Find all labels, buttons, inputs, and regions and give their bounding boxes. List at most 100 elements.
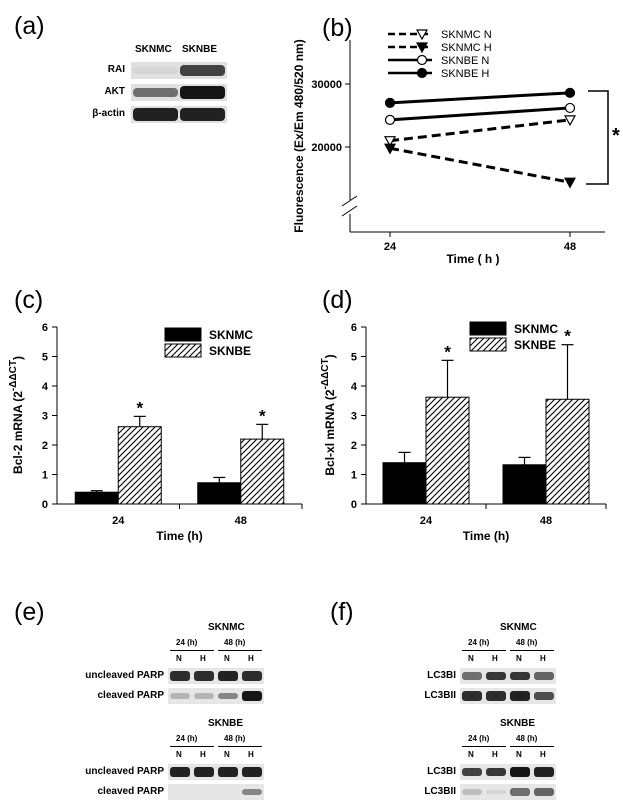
e-band	[218, 692, 238, 700]
f-band	[510, 767, 530, 777]
d-ylabel: Bcl-xl mRNA (2-ΔΔCT)	[320, 354, 337, 475]
e-title-sknmc: SKNMC	[208, 622, 245, 633]
d-sig-star: *	[444, 342, 451, 361]
e-timepoint-rule	[218, 650, 262, 651]
blot-a: SKNMC SKNBE RAI AKT β-actin	[75, 40, 235, 130]
f-timepoint-rule	[510, 746, 554, 747]
d-ylabel-sup: -ΔΔCT	[320, 358, 331, 389]
f-row-label: LC3BII	[424, 786, 456, 797]
b-point	[564, 87, 576, 98]
d-ytick-label: 6	[351, 322, 357, 334]
f-timepoint-rule	[462, 746, 506, 747]
e-lane-label: H	[200, 654, 206, 663]
c-ytick-label: 1	[42, 470, 48, 482]
c-ytick-label: 4	[42, 381, 49, 393]
f-row-label: LC3BI	[427, 766, 456, 777]
d-xtick-label: 48	[540, 515, 552, 527]
d-legend-swatch	[469, 337, 507, 352]
e-band	[170, 767, 190, 777]
c-ylabel: Bcl-2 mRNA (2-ΔΔCT)	[8, 356, 25, 474]
c-ylabel-main: Bcl-2 mRNA (2	[11, 391, 25, 474]
b-series-sknbe-h: SKNBE H	[384, 67, 576, 109]
b-series-line	[389, 118, 571, 143]
e-row-label: uncleaved PARP	[85, 766, 164, 777]
f-lane-label: H	[492, 654, 498, 663]
a-col-sknmc: SKNMC	[135, 44, 172, 55]
c-bar-sknbe-24	[117, 426, 162, 505]
e-band	[194, 693, 214, 699]
d-panel-label: (d)	[322, 286, 353, 314]
f-lane-label: N	[516, 654, 522, 663]
c-legend-swatch	[164, 343, 202, 358]
c-sig-star: *	[259, 406, 266, 425]
b-point	[383, 143, 397, 155]
f-strip	[460, 668, 556, 684]
f-lane-label: N	[468, 654, 474, 663]
b-ytick-label: 30000	[311, 79, 342, 91]
f-band	[510, 691, 530, 701]
d-legend-label: SKNMC	[514, 322, 558, 336]
b-legend-label: SKNMC N	[441, 29, 492, 41]
b-point	[383, 136, 397, 147]
a-band-AKT-1	[180, 86, 225, 99]
b-legend-label: SKNBE H	[441, 68, 489, 80]
b-ytick-label: 20000	[311, 142, 342, 154]
e-timepoint-rule	[218, 746, 262, 747]
b-legend-marker	[415, 29, 429, 41]
d-ytick-label: 0	[351, 499, 357, 511]
d-ytick-label: 1	[351, 470, 357, 482]
f-lane-label: H	[540, 750, 546, 759]
c-bar-sknbe-48	[240, 438, 285, 505]
panel-b-label: (b)	[322, 14, 353, 42]
e-timepoint: 48 (h)	[224, 638, 246, 647]
c-ytick-label: 6	[42, 322, 48, 334]
f-timepoint: 48 (h)	[516, 734, 538, 743]
b-legend-label: SKNMC H	[441, 42, 492, 54]
c-ytick-label: 3	[42, 411, 48, 423]
a-band-RAI-1	[180, 64, 225, 77]
e-title-sknbe: SKNBE	[208, 718, 244, 729]
d-xtick-label: 24	[420, 515, 433, 527]
e-band	[242, 767, 262, 777]
c-legend-label: SKNBE	[209, 344, 251, 358]
f-band	[486, 767, 506, 777]
e-strip	[168, 764, 264, 780]
e-row-label: cleaved PARP	[97, 690, 164, 701]
e-lane-label: H	[200, 750, 206, 759]
f-band	[534, 691, 554, 701]
e-lane-label: N	[176, 750, 182, 759]
b-series-line	[389, 91, 571, 105]
e-timepoint: 48 (h)	[224, 734, 246, 743]
e-lane-label: N	[176, 654, 182, 663]
e-timepoint: 24 (h)	[176, 734, 198, 743]
f-band	[486, 789, 506, 795]
d-bar-sknmc-48	[502, 464, 547, 505]
b-sig-star: *	[612, 125, 620, 147]
e-band	[170, 671, 190, 681]
a-band-AKT-0	[133, 87, 178, 98]
b-xtick-label: 24	[384, 241, 397, 253]
b-xtick-label: 48	[564, 241, 576, 253]
f-strip	[460, 784, 556, 800]
f-title-sknmc: SKNMC	[500, 622, 537, 633]
f-lane-label: H	[540, 654, 546, 663]
e-band	[218, 671, 238, 681]
e-strip	[168, 784, 264, 800]
b-legend-marker	[415, 42, 429, 54]
a-col-sknbe: SKNBE	[182, 44, 218, 55]
d-sig-star: *	[564, 327, 571, 346]
d-ylabel-close: )	[323, 354, 337, 358]
c-ylabel-close: )	[11, 356, 25, 360]
f-band	[534, 672, 554, 680]
e-band	[242, 671, 262, 681]
a-row-label: RAI	[107, 64, 125, 75]
b-series-sknmc-h: SKNMC H	[383, 42, 577, 189]
b-point	[563, 177, 577, 189]
b-legend-marker	[416, 54, 428, 66]
c-legend-label: SKNMC	[209, 328, 253, 342]
d-ytick-label: 5	[351, 352, 357, 364]
e-band	[218, 767, 238, 777]
d-ytick-label: 3	[351, 411, 357, 423]
f-band	[486, 671, 506, 681]
